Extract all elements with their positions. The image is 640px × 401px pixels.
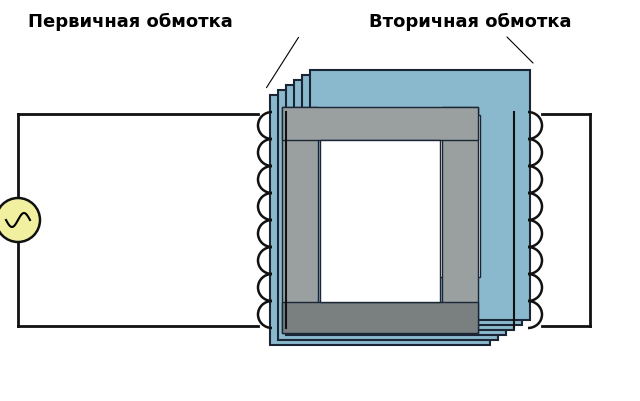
FancyBboxPatch shape (360, 115, 480, 277)
FancyBboxPatch shape (278, 90, 498, 340)
Bar (282, 302, 478, 333)
Bar (442, 107, 478, 333)
FancyBboxPatch shape (352, 120, 472, 282)
Bar (282, 107, 478, 140)
FancyBboxPatch shape (310, 70, 530, 320)
Bar (282, 107, 318, 333)
FancyBboxPatch shape (336, 130, 456, 292)
FancyBboxPatch shape (294, 80, 514, 330)
Bar (320, 140, 440, 302)
Text: Первичная обмотка: Первичная обмотка (28, 13, 232, 31)
FancyBboxPatch shape (270, 95, 490, 345)
FancyBboxPatch shape (344, 125, 464, 287)
FancyBboxPatch shape (286, 85, 506, 335)
FancyBboxPatch shape (302, 75, 522, 325)
Circle shape (0, 198, 40, 242)
FancyBboxPatch shape (320, 140, 440, 302)
FancyBboxPatch shape (328, 135, 448, 297)
Text: Вторичная обмотка: Вторичная обмотка (369, 13, 572, 31)
